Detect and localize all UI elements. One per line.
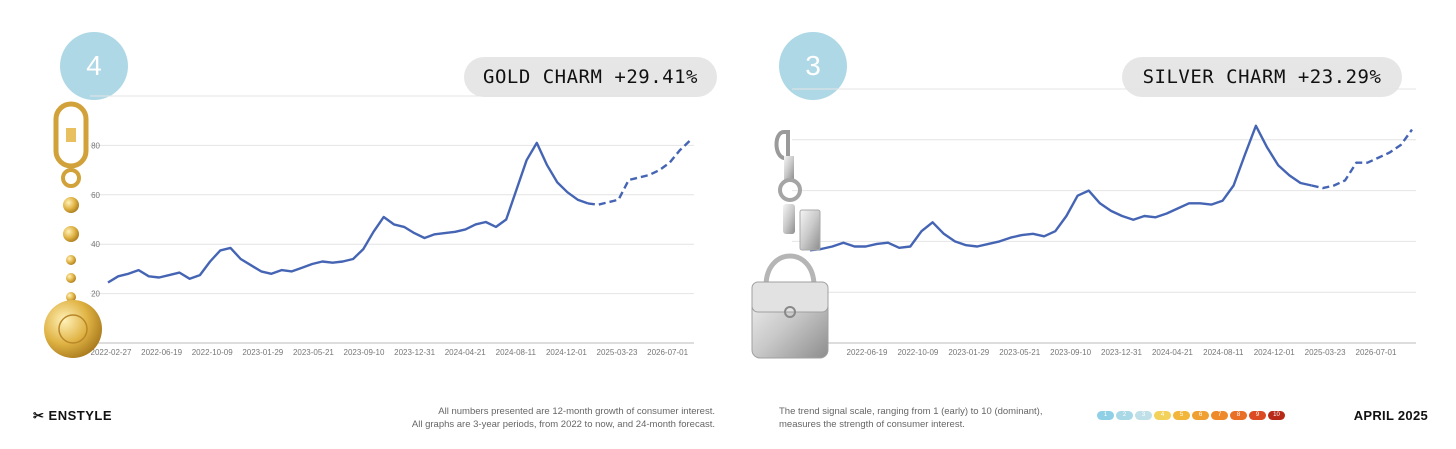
- scale-step: 7: [1211, 411, 1228, 420]
- x-tick-label: 2023-01-29: [242, 348, 283, 357]
- x-tick-label: 2024-08-11: [496, 348, 537, 357]
- chart-title-pill: GOLD CHARM +29.41%: [464, 57, 717, 97]
- scale-step: 9: [1249, 411, 1266, 420]
- scale-description-line: The trend signal scale, ranging from 1 (…: [779, 406, 1043, 417]
- scale-step: 5: [1173, 411, 1190, 420]
- x-tick-label: 2024-04-21: [445, 348, 486, 357]
- y-tick-label: 20: [91, 290, 100, 299]
- x-tick-label: 2024-04-21: [1152, 348, 1193, 357]
- gold-charm-keychain-icon: [44, 101, 102, 358]
- scissors-icon: ✂: [33, 408, 45, 423]
- scale-step: 6: [1192, 411, 1209, 420]
- scale-step: 4: [1154, 411, 1171, 420]
- x-tick-label: 2023-12-31: [1101, 348, 1142, 357]
- x-tick-label: 2023-01-29: [948, 348, 989, 357]
- x-tick-label: 2024-08-11: [1203, 348, 1244, 357]
- scale-description: The trend signal scale, ranging from 1 (…: [779, 405, 1043, 431]
- scale-step: 1: [1097, 411, 1114, 420]
- series-line-forecast: [587, 139, 691, 206]
- trend-signal-scale: 1 2 3 4 5 6 7 8 9 10: [1097, 411, 1285, 420]
- x-tick-label: 2022-06-19: [141, 348, 182, 357]
- silver-charm-panel: 3 SILVER CHARM +23.29% 202022-06-192022-…: [728, 0, 1456, 380]
- series-line-actual: [809, 124, 1312, 252]
- scale-description-line: measures the strength of consumer intere…: [779, 419, 965, 430]
- scale-step: 8: [1230, 411, 1247, 420]
- footnote-line: All graphs are 3-year periods, from 2022…: [411, 419, 715, 430]
- x-tick-label: 2023-12-31: [394, 348, 435, 357]
- x-tick-label: 2022-10-09: [192, 348, 233, 357]
- x-tick-label: 2024-12-01: [546, 348, 587, 357]
- y-tick-label: 40: [91, 240, 100, 249]
- scale-step: 10: [1268, 411, 1285, 420]
- series-line-actual: [107, 141, 589, 284]
- scale-step: 2: [1116, 411, 1133, 420]
- x-tick-label: 2022-06-19: [847, 348, 888, 357]
- brand-logo: ✂ ENSTYLE: [33, 408, 112, 424]
- x-tick-label: 2025-03-23: [597, 348, 638, 357]
- gold-charm-chart: 20 40 60 80 2022-02-27 2022-06-19 2022-10-09 20…: [90, 95, 694, 357]
- x-tick-label: 2023-05-21: [999, 348, 1040, 357]
- x-tick-label: 2022-02-27: [91, 348, 132, 357]
- report-date: APRIL 2025: [1353, 408, 1428, 423]
- footnote: All numbers presented are 12-month growt…: [412, 405, 715, 431]
- x-tick-label: 2024-12-01: [1254, 348, 1295, 357]
- x-tick-label: 2026-07-01: [1356, 348, 1397, 357]
- x-tick-label: 2023-05-21: [293, 348, 334, 357]
- scale-step: 3: [1135, 411, 1152, 420]
- x-tick-label: 2025-03-23: [1305, 348, 1346, 357]
- rank-badge: 4: [60, 32, 128, 100]
- y-tick-label: 60: [91, 191, 100, 200]
- gold-charm-panel: 4 GOLD CHARM +29.41% 20 40 60 80 2022-02-27 2…: [0, 0, 728, 380]
- x-tick-label: 2023-09-10: [1050, 348, 1091, 357]
- x-tick-label: 2022-10-09: [897, 348, 938, 357]
- series-line-forecast: [1311, 128, 1413, 190]
- x-tick-label: 2026-07-01: [647, 348, 688, 357]
- y-tick-label: 80: [91, 141, 100, 150]
- x-tick-label: 2023-09-10: [344, 348, 385, 357]
- chart-title-pill: SILVER CHARM +23.29%: [1122, 57, 1402, 97]
- footnote-line: All numbers presented are 12-month growt…: [438, 406, 715, 417]
- silver-bag-charm-icon: [751, 130, 829, 359]
- silver-charm-chart: 202022-06-192022-10-092023-01-292023-05-…: [792, 88, 1416, 357]
- brand-name: ENSTYLE: [48, 408, 112, 423]
